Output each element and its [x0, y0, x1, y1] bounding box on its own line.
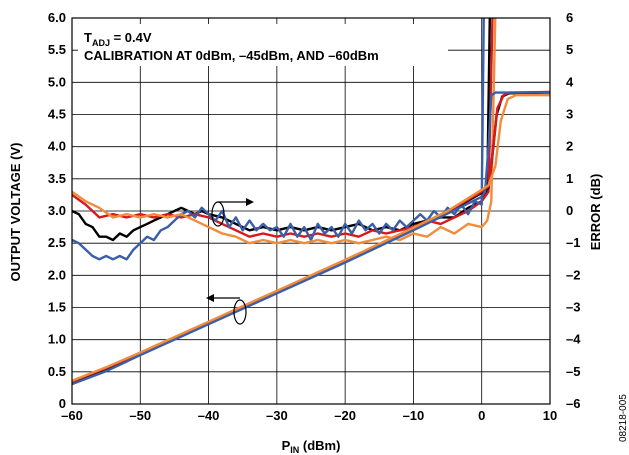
y-tick-label: 4.0: [48, 139, 66, 154]
x-label-main: P: [282, 438, 291, 453]
y-tick-label: 5.0: [48, 74, 66, 89]
y-tick-label: 3.0: [48, 203, 66, 218]
y2-tick-label: –4: [566, 332, 581, 347]
y2-tick-label: –1: [566, 235, 580, 250]
annotation-line-1: TADJ = 0.4V: [84, 30, 152, 48]
y2-tick-label: 3: [566, 107, 573, 122]
voltage-oval: [233, 299, 247, 325]
x-tick-label: 0: [478, 408, 485, 423]
annotation-t-sub: ADJ: [92, 38, 110, 48]
x-tick-label: –30: [266, 408, 288, 423]
y-tick-label: 2.5: [48, 235, 66, 250]
y-tick-label: 0.5: [48, 364, 66, 379]
y-tick-label: 1.0: [48, 332, 66, 347]
annotation-t: T: [84, 30, 92, 45]
left-arrow-icon: [206, 294, 214, 302]
y-tick-label: 2.0: [48, 267, 66, 282]
x-tick-label: –10: [403, 408, 425, 423]
y-tick-label: 1.5: [48, 300, 66, 315]
y2-axis-label: ERROR (dB): [588, 174, 603, 251]
y2-tick-label: 5: [566, 42, 573, 57]
x-label-sub: IN: [290, 445, 299, 455]
y-tick-label: 6.0: [48, 10, 66, 25]
y2-tick-label: –3: [566, 300, 580, 315]
y-tick-label: 0: [59, 396, 66, 411]
right-arrow-icon: [246, 198, 254, 206]
y2-tick-label: 4: [566, 74, 574, 89]
ticks: –60 –50 –40 –30 –20 –10 0 1000.51.01.52.02.53.0…: [48, 10, 581, 423]
x-tick-label: –20: [334, 408, 356, 423]
series: [72, 18, 550, 386]
x-label-unit: (dBm): [299, 438, 340, 453]
y2-tick-label: 1: [566, 171, 573, 186]
x-tick-label: –60: [61, 408, 83, 423]
grid: [72, 18, 550, 404]
error-axis-arrow: [211, 198, 254, 227]
y-tick-label: 5.5: [48, 42, 66, 57]
y2-tick-label: –2: [566, 267, 580, 282]
voltage-series-line: [72, 91, 550, 386]
y-tick-label: 3.5: [48, 171, 66, 186]
voltage-series-line: [72, 94, 550, 382]
plot-frame: [71, 17, 551, 405]
y2-tick-label: –6: [566, 396, 580, 411]
x-tick-label: 10: [543, 408, 557, 423]
y2-tick-label: –5: [566, 364, 580, 379]
annotation-t-rest: = 0.4V: [110, 30, 152, 45]
y2-tick-label: 6: [566, 10, 573, 25]
annotation-box: [78, 24, 448, 66]
error-series-line: [72, 18, 497, 245]
x-tick-label: –50: [129, 408, 151, 423]
y2-tick-label: 2: [566, 139, 573, 154]
voltage-axis-arrow: [206, 294, 247, 325]
figure-id: 08218-005: [618, 394, 629, 442]
x-tick-label: –40: [198, 408, 220, 423]
error-series-line: [72, 18, 492, 242]
y-axis-label: OUTPUT VOLTAGE (V): [8, 143, 23, 282]
error-series-line: [72, 18, 485, 261]
x-axis-label: PIN (dBm): [282, 438, 341, 455]
y-tick-label: 4.5: [48, 107, 66, 122]
y2-tick-label: 0: [566, 203, 573, 218]
voltage-series-line: [72, 90, 550, 383]
annotation-line-2: CALIBRATION AT 0dBm, –45dBm, AND –60dBm: [84, 48, 379, 63]
